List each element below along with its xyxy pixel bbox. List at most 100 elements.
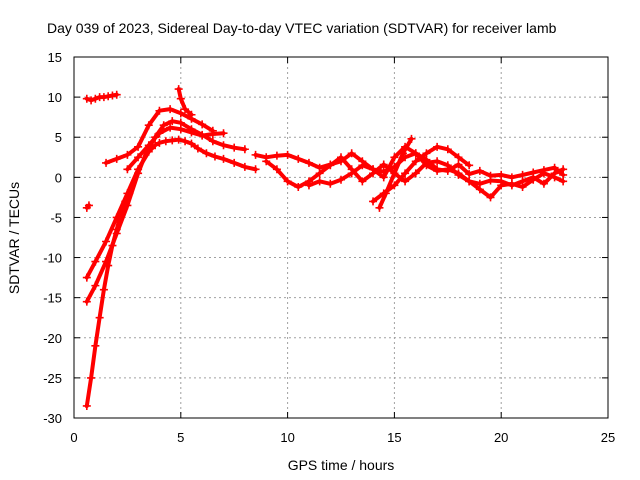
data-point-track9 xyxy=(465,170,474,179)
data-point-track5 xyxy=(121,197,130,206)
data-point-track5 xyxy=(112,225,121,234)
data-point-track12 xyxy=(454,153,463,162)
y-tick-label: 10 xyxy=(48,90,62,105)
series-layer xyxy=(82,85,568,410)
data-point-track1 xyxy=(91,94,100,103)
data-point-track3 xyxy=(193,144,202,153)
data-point-track3 xyxy=(251,165,260,174)
data-point-track3 xyxy=(187,139,196,148)
y-tick-label: -15 xyxy=(43,291,62,306)
plot-frame xyxy=(73,56,609,419)
data-point-track5 xyxy=(82,401,91,410)
data-point-track11 xyxy=(507,181,516,190)
data-point-track1 xyxy=(87,96,96,105)
data-point-track10 xyxy=(539,169,548,178)
series-track4 xyxy=(84,119,247,304)
data-point-track10 xyxy=(315,169,324,178)
data-point-track6 xyxy=(102,158,111,167)
data-point-track13 xyxy=(375,203,384,212)
data-point-track9 xyxy=(294,154,303,163)
data-point-track11 xyxy=(559,165,568,174)
data-point-track10 xyxy=(411,169,420,178)
data-point-track12 xyxy=(369,197,378,206)
series-track8 xyxy=(176,87,194,117)
data-point-track11 xyxy=(486,176,495,185)
data-point-track11 xyxy=(369,165,378,174)
data-point-track12 xyxy=(411,157,420,166)
data-point-track11 xyxy=(315,177,324,186)
data-point-track10 xyxy=(379,160,388,169)
data-point-track3 xyxy=(91,257,100,266)
data-point-track11 xyxy=(422,161,431,170)
data-point-track5 xyxy=(125,189,134,198)
data-point-track5 xyxy=(91,341,100,350)
series-track7 xyxy=(125,125,226,172)
data-point-track11 xyxy=(411,149,420,158)
data-point-track9 xyxy=(304,158,313,167)
data-point-track9 xyxy=(454,160,463,169)
data-point-track4 xyxy=(230,143,239,152)
data-point-track7 xyxy=(176,125,185,134)
data-point-track5 xyxy=(99,285,108,294)
data-point-track11 xyxy=(443,165,452,174)
data-point-track11 xyxy=(465,177,474,186)
data-point-track10 xyxy=(283,177,292,186)
data-point-track7 xyxy=(155,129,164,138)
data-point-track11 xyxy=(529,173,538,182)
data-point-track12 xyxy=(443,145,452,154)
data-point-track4 xyxy=(168,117,177,126)
chart-title: Day 039 of 2023, Sidereal Day-to-day VTE… xyxy=(47,20,557,36)
data-point-track5 xyxy=(116,209,125,218)
data-point-track7 xyxy=(208,130,217,139)
data-point-track4 xyxy=(91,281,100,290)
data-point-track1 xyxy=(108,91,117,100)
data-point-track10 xyxy=(358,177,367,186)
data-point-track13 xyxy=(390,169,399,178)
data-point-track11 xyxy=(347,169,356,178)
data-point-track6 xyxy=(144,121,153,130)
data-point-track3 xyxy=(210,152,219,161)
data-point-track10 xyxy=(326,161,335,170)
data-point-track2 xyxy=(84,201,93,210)
y-tick-label: 0 xyxy=(55,170,62,185)
data-point-track3 xyxy=(181,137,190,146)
data-point-track13 xyxy=(398,149,407,158)
data-point-track10 xyxy=(486,193,495,202)
data-point-track7 xyxy=(123,165,132,174)
data-point-track9 xyxy=(475,166,484,175)
data-point-track6 xyxy=(112,154,121,163)
data-point-track11 xyxy=(433,166,442,175)
data-point-track10 xyxy=(272,165,281,174)
data-point-track11 xyxy=(379,173,388,182)
data-point-track12 xyxy=(401,169,410,178)
data-point-track6 xyxy=(155,106,164,115)
y-tick-label: -5 xyxy=(50,210,62,225)
data-point-track3 xyxy=(174,135,183,144)
y-tick-label: -25 xyxy=(43,371,62,386)
data-point-track4 xyxy=(219,141,228,150)
data-point-track4 xyxy=(82,297,91,306)
series-track5 xyxy=(84,191,132,408)
y-tick-label: -30 xyxy=(43,411,62,426)
data-point-track8 xyxy=(174,85,183,94)
data-point-track10 xyxy=(294,182,303,191)
x-tick-label: 15 xyxy=(387,430,401,445)
data-point-track11 xyxy=(326,179,335,188)
data-point-track10 xyxy=(401,177,410,186)
data-point-track5 xyxy=(87,373,96,382)
data-point-track3 xyxy=(168,136,177,145)
data-point-track7 xyxy=(198,131,207,140)
data-point-track10 xyxy=(433,157,442,166)
data-point-track7 xyxy=(134,153,143,162)
data-point-track3 xyxy=(161,137,170,146)
y-tick-label: -20 xyxy=(43,331,62,346)
data-point-track3 xyxy=(102,237,111,246)
data-point-track4 xyxy=(208,137,217,146)
data-point-track1 xyxy=(99,93,108,102)
data-point-track9 xyxy=(251,150,260,159)
data-point-track4 xyxy=(159,121,168,130)
data-point-track1 xyxy=(112,90,121,99)
data-point-track7 xyxy=(187,128,196,137)
data-point-track6 xyxy=(176,109,185,118)
